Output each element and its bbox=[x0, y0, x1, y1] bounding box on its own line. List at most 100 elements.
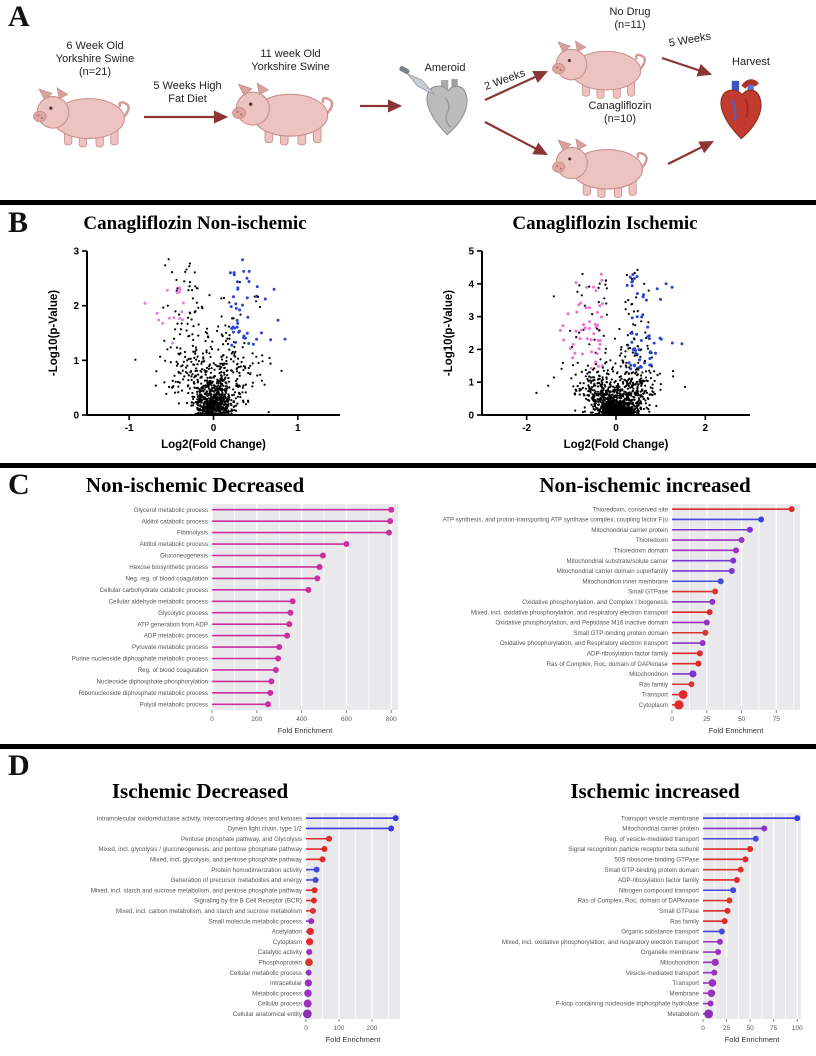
svg-text:Cellular aldehyde metabolic pr: Cellular aldehyde metabolic process bbox=[109, 598, 208, 605]
svg-text:ADP-ribosylation factor family: ADP-ribosylation factor family bbox=[618, 877, 700, 884]
svg-text:Neg. reg. of blood coagulation: Neg. reg. of blood coagulation bbox=[125, 575, 208, 582]
svg-text:50S ribosome-binding GTPase: 50S ribosome-binding GTPase bbox=[614, 856, 699, 863]
svg-text:Mitochondrial carrier protein: Mitochondrial carrier protein bbox=[591, 527, 668, 534]
svg-text:3: 3 bbox=[73, 247, 79, 258]
diet-arrow-caption: 5 Weeks High Fat Diet bbox=[153, 80, 222, 105]
axes: -1 0 1 0 1 2 3 Log2(Fold Change) -Log10(p-Value) bbox=[48, 247, 340, 451]
harvest-heart-icon bbox=[721, 81, 761, 139]
lollipop-plot: 0 25 50 75 Thioredoxin, conserved site ATP sy… bbox=[443, 504, 800, 735]
panel-c-label: C bbox=[8, 468, 30, 501]
svg-text:Thioredoxin: Thioredoxin bbox=[636, 537, 669, 544]
flow-arrow-to-nodrug bbox=[484, 71, 548, 101]
svg-text:Mitochondrion: Mitochondrion bbox=[660, 959, 699, 966]
svg-text:Alditol catabolic process: Alditol catabolic process bbox=[142, 518, 208, 525]
flow-arrow-cana-harvest bbox=[667, 141, 714, 165]
separator-3 bbox=[0, 744, 816, 749]
svg-text:Mixed, incl. starch and sucros: Mixed, incl. starch and sucrose metaboli… bbox=[91, 887, 303, 894]
pig-start-icon bbox=[32, 86, 130, 149]
svg-text:1: 1 bbox=[468, 378, 474, 389]
svg-text:Mitochondrial carrier protein: Mitochondrial carrier protein bbox=[622, 826, 699, 833]
svg-text:50: 50 bbox=[746, 1025, 754, 1032]
pig-nodrug-icon bbox=[551, 39, 647, 100]
svg-text:Fold Enrichment: Fold Enrichment bbox=[709, 726, 765, 735]
svg-text:Cellular carbohydrate cataboli: Cellular carbohydrate catabolic process bbox=[100, 587, 208, 594]
svg-text:Generation of precursor metabo: Generation of precursor metabolites and … bbox=[171, 877, 303, 884]
svg-text:Fold Enrichment: Fold Enrichment bbox=[725, 1035, 781, 1044]
svg-text:Mitochondrial carrier domain s: Mitochondrial carrier domain superfamily bbox=[557, 568, 669, 575]
svg-text:800: 800 bbox=[386, 716, 397, 723]
svg-text:Metabolism: Metabolism bbox=[667, 1011, 699, 1018]
svg-text:Intracellular: Intracellular bbox=[270, 980, 302, 987]
svg-text:4: 4 bbox=[468, 279, 474, 290]
panel-d: D Ischemic Decreased Ischemic increased … bbox=[0, 749, 816, 1056]
svg-text:Signaling by the B Cell Recept: Signaling by the B Cell Receptor (BCR) bbox=[194, 898, 302, 905]
nonischemic-decreased-chart: 0 200 400 600 800 Glycerol metabolic process A… bbox=[72, 504, 398, 735]
svg-text:Vesicle-mediated transport: Vesicle-mediated transport bbox=[626, 970, 700, 977]
svg-text:-1: -1 bbox=[125, 423, 134, 434]
ischemic-increased-chart: 0 25 50 75 100 Transport vesicle membrane Mito… bbox=[502, 813, 803, 1044]
canagliflozin-caption: Canagliflozin (n=10) bbox=[588, 100, 652, 125]
svg-text:Cytoplasm: Cytoplasm bbox=[639, 702, 668, 709]
panel-b-label: B bbox=[8, 206, 29, 239]
svg-text:Small GTPase: Small GTPase bbox=[628, 589, 668, 596]
svg-text:Membrane: Membrane bbox=[669, 990, 699, 997]
svg-text:Glycerol metabolic process: Glycerol metabolic process bbox=[134, 507, 208, 514]
points bbox=[134, 258, 287, 416]
svg-text:1: 1 bbox=[73, 356, 79, 367]
svg-text:0: 0 bbox=[73, 411, 79, 422]
svg-text:Organic substance transport: Organic substance transport bbox=[621, 929, 699, 936]
svg-text:0: 0 bbox=[670, 716, 674, 723]
svg-text:200: 200 bbox=[367, 1025, 378, 1032]
volcano-nonischemic-title: Canagliflozin Non-ischemic bbox=[83, 213, 307, 234]
panel-a-label: A bbox=[8, 0, 30, 33]
svg-text:Alditol metabolic process: Alditol metabolic process bbox=[140, 541, 208, 548]
separator-1 bbox=[0, 200, 816, 205]
svg-text:0: 0 bbox=[613, 423, 619, 434]
svg-text:Log2(Fold Change): Log2(Fold Change) bbox=[161, 439, 266, 451]
svg-text:75: 75 bbox=[770, 1025, 778, 1032]
svg-text:0: 0 bbox=[701, 1025, 705, 1032]
svg-text:600: 600 bbox=[341, 716, 352, 723]
lollipop-plot: 0 200 400 600 800 Glycerol metabolic process A… bbox=[72, 504, 398, 735]
svg-text:Oxidative phosphorylation, and: Oxidative phosphorylation, and Peptidase… bbox=[495, 620, 668, 627]
svg-text:Log2(Fold Change): Log2(Fold Change) bbox=[564, 439, 669, 451]
svg-text:Signal recognition particle re: Signal recognition particle receptor bet… bbox=[568, 846, 699, 853]
svg-text:2: 2 bbox=[468, 345, 474, 356]
svg-text:2: 2 bbox=[73, 301, 79, 312]
svg-text:Thioredoxin domain: Thioredoxin domain bbox=[614, 547, 669, 554]
svg-text:-Log10(p-Value): -Log10(p-Value) bbox=[48, 290, 60, 376]
svg-text:Fold Enrichment: Fold Enrichment bbox=[278, 726, 334, 735]
swine-start-caption: 6 Week Old Yorkshire Swine (n=21) bbox=[55, 40, 135, 78]
svg-text:ATP synthesis, and proton-tran: ATP synthesis, and proton-transporting A… bbox=[443, 517, 669, 524]
svg-text:0: 0 bbox=[468, 411, 474, 422]
svg-text:0: 0 bbox=[304, 1025, 308, 1032]
ameroid-caption: Ameroid bbox=[424, 62, 466, 74]
svg-text:P-loop containing nucleoside t: P-loop containing nucleoside triphosphat… bbox=[556, 1001, 700, 1008]
svg-text:Ras of Complex, Roc, domain of: Ras of Complex, Roc, domain of DAPkinase bbox=[547, 661, 669, 668]
svg-text:100: 100 bbox=[792, 1025, 803, 1032]
svg-text:Cytoplasm: Cytoplasm bbox=[273, 939, 302, 946]
nonischemic-increased-chart: 0 25 50 75 Thioredoxin, conserved site ATP sy… bbox=[443, 504, 800, 735]
panel-d-label: D bbox=[8, 749, 30, 782]
ischemic-decreased-title: Ischemic Decreased bbox=[111, 779, 289, 803]
flow-arrow-nodrug-harvest bbox=[661, 56, 713, 77]
volcano-ischemic-chart: -2 0 2 0 1 2 3 4 5 Log2(Fold Change) -Log10(p-Valu… bbox=[443, 247, 750, 451]
svg-text:0: 0 bbox=[210, 716, 214, 723]
ischemic-increased-title: Ischemic increased bbox=[570, 779, 740, 803]
harvest-caption: Harvest bbox=[732, 56, 770, 68]
svg-text:Phosphoprotein: Phosphoprotein bbox=[259, 959, 303, 966]
svg-text:Mixed, incl. oxidative phospho: Mixed, incl. oxidative phosphorylation, … bbox=[502, 939, 699, 946]
svg-text:Protein homodimerization activ: Protein homodimerization activity bbox=[211, 867, 303, 874]
svg-text:ATP generation from ADP: ATP generation from ADP bbox=[137, 621, 208, 628]
svg-text:Oxidative phosphorylation, and: Oxidative phosphorylation, and Respirato… bbox=[500, 640, 668, 647]
flow-arrow-to-cana bbox=[484, 121, 548, 156]
svg-text:Intramolecular oxidoreductase: Intramolecular oxidoreductase activity, … bbox=[97, 815, 302, 822]
lollipop-plot: 0 25 50 75 100 Transport vesicle membrane Mito… bbox=[502, 813, 803, 1044]
svg-text:Mitochondrial substrate/solute: Mitochondrial substrate/solute carrier bbox=[567, 558, 668, 565]
svg-text:Mitochondrion inner membrane: Mitochondrion inner membrane bbox=[582, 578, 668, 585]
svg-text:Dynein light chain, type 1/2: Dynein light chain, type 1/2 bbox=[228, 826, 303, 833]
svg-text:Mixed, incl. glycolysis / gluc: Mixed, incl. glycolysis / gluconeogenesi… bbox=[98, 846, 303, 853]
svg-text:Nitrogen compound transport: Nitrogen compound transport bbox=[619, 887, 699, 894]
svg-text:Cellular metabolic process: Cellular metabolic process bbox=[229, 970, 302, 977]
